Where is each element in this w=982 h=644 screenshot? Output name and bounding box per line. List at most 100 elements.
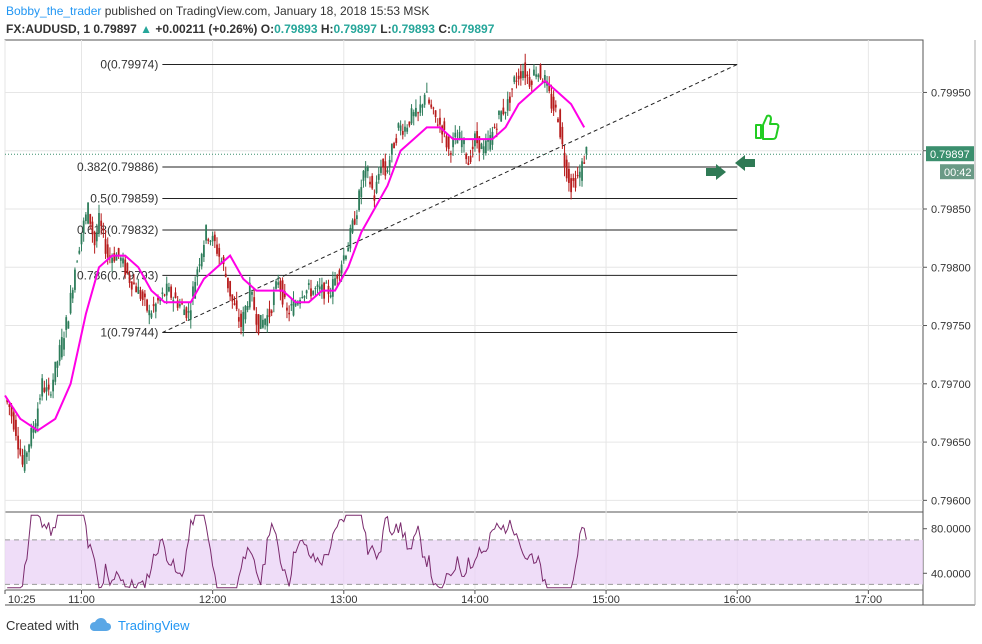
candle-body-841 bbox=[476, 131, 479, 144]
candle-body-861 bbox=[519, 71, 522, 79]
candle-body-786 bbox=[356, 215, 358, 220]
candle-body-815 bbox=[419, 104, 422, 113]
candle-body-854 bbox=[504, 111, 507, 114]
candle-body-687 bbox=[139, 289, 142, 299]
candle-body-872 bbox=[543, 74, 546, 83]
candle-body-828 bbox=[447, 136, 450, 149]
high-label: H: bbox=[320, 22, 334, 36]
candle-body-741 bbox=[257, 314, 260, 334]
candle-body-731 bbox=[235, 300, 238, 310]
candle-body-675 bbox=[113, 253, 116, 262]
grid-lines bbox=[4, 40, 923, 590]
candle-body-777 bbox=[336, 275, 339, 279]
candle-body-634 bbox=[23, 449, 26, 471]
candle-body-801 bbox=[388, 159, 391, 167]
symbol-info: FX:AUDUSD, 1 0.79897 ▲ +0.00211 (+0.26%)… bbox=[6, 21, 494, 38]
rsi-polyline bbox=[7, 514, 587, 589]
candle-body-743 bbox=[262, 319, 264, 328]
candle-body-867 bbox=[533, 69, 535, 76]
candle-body-738 bbox=[251, 291, 253, 295]
candle-body-869 bbox=[537, 74, 540, 77]
candle-body-650 bbox=[58, 345, 61, 362]
candle-body-788 bbox=[360, 187, 363, 198]
arrow-left-icon bbox=[735, 155, 755, 171]
candle-body-712 bbox=[194, 282, 197, 299]
candle-body-676 bbox=[115, 255, 118, 261]
candle-body-774 bbox=[329, 295, 332, 298]
rsi-band bbox=[5, 539, 923, 585]
candle-body-716 bbox=[203, 245, 205, 258]
price-tick-label-3: 0.79800 bbox=[931, 262, 971, 274]
candle-body-714 bbox=[198, 264, 201, 266]
candle-body-785 bbox=[353, 218, 356, 225]
candle-body-750 bbox=[277, 282, 280, 285]
candle-body-682 bbox=[128, 274, 131, 283]
candle-body-868 bbox=[535, 74, 538, 77]
candle-body-686 bbox=[137, 286, 140, 294]
candle-body-648 bbox=[54, 361, 57, 382]
candle-body-807 bbox=[401, 131, 404, 135]
candle-body-694 bbox=[154, 303, 157, 312]
candle-body-831 bbox=[454, 132, 457, 138]
created-with-text: Created with bbox=[6, 618, 79, 633]
candle-body-689 bbox=[143, 293, 146, 298]
candle-body-736 bbox=[246, 305, 249, 311]
candle-body-722 bbox=[216, 244, 218, 254]
candle-body-794 bbox=[373, 195, 376, 201]
candle-body-881 bbox=[563, 152, 566, 168]
candle-body-836 bbox=[465, 153, 468, 160]
fib-label-3: 0.618(0.79832) bbox=[77, 223, 158, 237]
time-axis[interactable]: 10:25 11:00 12:00 13:00 14:00 15:00 16:00 17:00 bbox=[4, 590, 883, 606]
candle-body-745 bbox=[266, 315, 269, 327]
candle-body-850 bbox=[495, 128, 498, 130]
candle-body-746 bbox=[268, 308, 271, 318]
candle-body-781 bbox=[345, 255, 347, 259]
candle-body-822 bbox=[434, 110, 437, 118]
candle-body-772 bbox=[325, 282, 328, 284]
candle-body-656 bbox=[71, 290, 74, 299]
candle-body-633 bbox=[21, 455, 24, 465]
candle-body-659 bbox=[78, 250, 81, 254]
candle-body-667 bbox=[95, 232, 98, 242]
candle-body-700 bbox=[168, 286, 170, 292]
candle-body-684 bbox=[133, 282, 135, 284]
author-link[interactable]: Bobby_the_trader bbox=[6, 4, 102, 18]
candle-body-751 bbox=[279, 280, 282, 292]
rsi-tick-label-1: 40.0000 bbox=[931, 568, 971, 580]
candle-body-824 bbox=[439, 117, 441, 125]
candle-body-846 bbox=[487, 139, 489, 142]
candle-body-626 bbox=[6, 399, 9, 403]
candle-body-765 bbox=[310, 288, 312, 297]
candle-body-642 bbox=[41, 378, 44, 397]
candle-body-680 bbox=[124, 259, 127, 275]
candle-body-797 bbox=[380, 167, 382, 173]
candle-body-847 bbox=[489, 135, 492, 150]
candle-body-799 bbox=[384, 161, 387, 176]
candle-body-753 bbox=[283, 291, 286, 298]
tradingview-link[interactable]: TradingView bbox=[118, 618, 190, 633]
candle-body-695 bbox=[157, 297, 159, 301]
candle-body-737 bbox=[248, 282, 251, 308]
thumbs-up-icon bbox=[755, 114, 780, 140]
candle-body-779 bbox=[340, 264, 343, 274]
candle-body-735 bbox=[244, 305, 247, 320]
close-label: C: bbox=[438, 22, 451, 36]
trendline-segment bbox=[162, 64, 738, 333]
candle-body-813 bbox=[415, 107, 417, 117]
candle-body-787 bbox=[358, 190, 360, 211]
candle-body-640 bbox=[36, 408, 39, 427]
candle-body-661 bbox=[82, 220, 85, 234]
candle-body-857 bbox=[511, 88, 513, 90]
time-tick-label-7: 17:00 bbox=[855, 594, 883, 606]
candle-body-802 bbox=[390, 143, 393, 155]
candle-body-827 bbox=[445, 135, 448, 148]
candle-body-641 bbox=[39, 398, 41, 400]
candle-body-723 bbox=[218, 247, 221, 257]
trendline[interactable] bbox=[162, 64, 738, 333]
candle-body-740 bbox=[255, 314, 258, 325]
candle-body-693 bbox=[152, 304, 155, 307]
candle-body-789 bbox=[362, 170, 365, 181]
candle-body-818 bbox=[425, 91, 428, 93]
fibonacci-retracement[interactable]: 0(0.79974) 0.382(0.79886) 0.5(0.79859) 0.61… bbox=[77, 57, 738, 340]
